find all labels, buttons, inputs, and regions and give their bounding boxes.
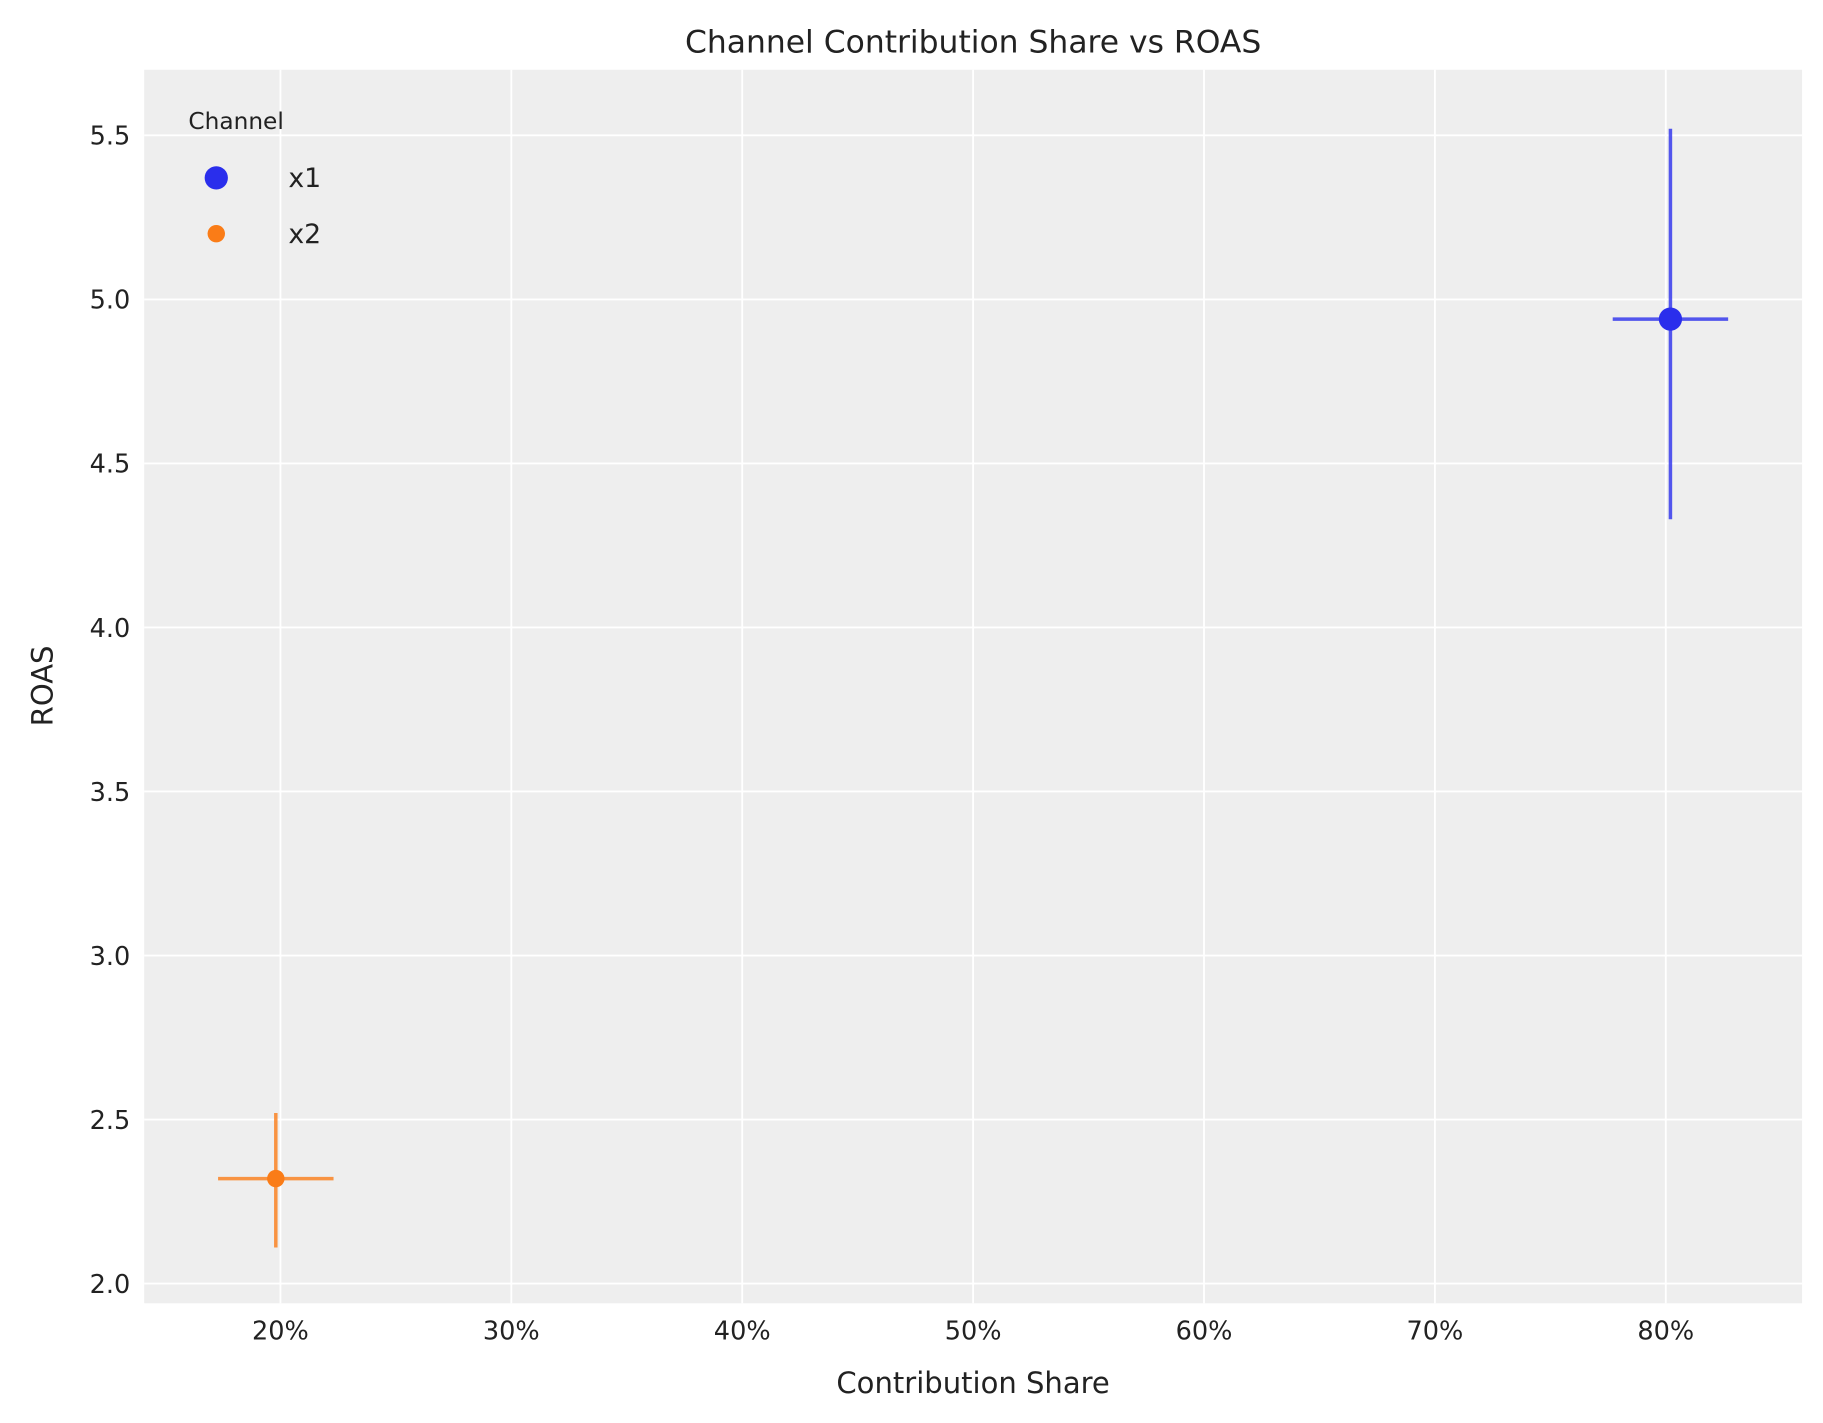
legend: Channel x1 x2	[188, 108, 321, 250]
y-tick-label: 3.5	[90, 778, 131, 808]
x-tick-label: 80%	[1637, 1316, 1694, 1346]
legend-label-x2: x2	[288, 219, 321, 250]
legend-marker-x1	[204, 166, 228, 190]
y-tick-label: 2.5	[90, 1106, 131, 1136]
grid	[144, 69, 1803, 1304]
x-tick-label: 70%	[1406, 1316, 1463, 1346]
y-tick-label: 2.0	[90, 1270, 131, 1300]
y-ticks: 2.0 2.5 3.0 3.5 4.0 4.5 5.0 5.5	[90, 122, 131, 1300]
chart-title: Channel Contribution Share vs ROAS	[685, 24, 1261, 60]
legend-label-x1: x1	[288, 163, 321, 194]
x-tick-label: 50%	[945, 1316, 1002, 1346]
point-x2	[267, 1169, 285, 1188]
y-tick-label: 5.5	[90, 122, 131, 152]
x-tick-label: 20%	[252, 1316, 309, 1346]
y-tick-label: 4.5	[90, 450, 131, 480]
x-tick-label: 30%	[483, 1316, 540, 1346]
x-axis-label: Contribution Share	[836, 1366, 1109, 1400]
y-tick-label: 3.0	[90, 942, 131, 972]
x-ticks: 20% 30% 40% 50% 60% 70% 80%	[252, 1316, 1694, 1346]
legend-title: Channel	[188, 108, 283, 135]
x-tick-label: 40%	[714, 1316, 771, 1346]
legend-marker-x2	[207, 224, 225, 243]
x-tick-label: 60%	[1176, 1316, 1233, 1346]
y-axis-label: ROAS	[25, 646, 59, 727]
data-marks	[218, 128, 1729, 1248]
y-tick-label: 4.0	[90, 614, 131, 644]
y-tick-label: 5.0	[90, 286, 131, 316]
point-x1	[1658, 307, 1683, 331]
